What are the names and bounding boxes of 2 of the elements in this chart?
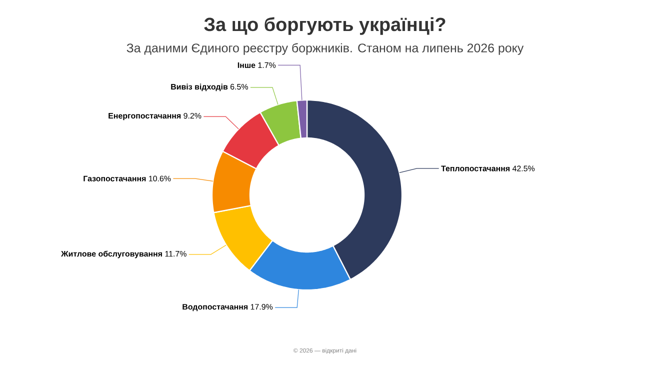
chart-title: За що боргують українці?: [204, 17, 446, 35]
chart-subtitle: За даними Єдиного реєстру боржників. Станом на липень 2026 року: [126, 43, 524, 55]
